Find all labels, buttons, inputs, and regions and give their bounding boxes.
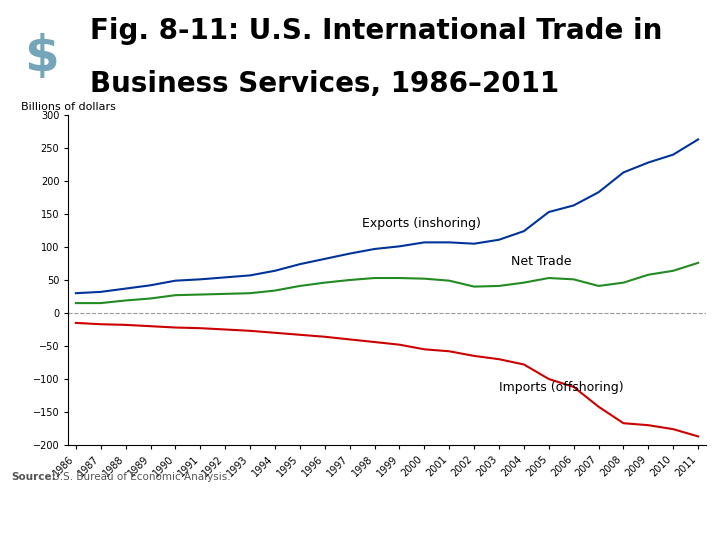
Text: Fig. 8-11: U.S. International Trade in: Fig. 8-11: U.S. International Trade in [90, 17, 662, 45]
Text: U.S. Bureau of Economic Analysis.: U.S. Bureau of Economic Analysis. [49, 472, 230, 483]
Text: Billions of dollars: Billions of dollars [21, 102, 115, 112]
Text: Net Trade: Net Trade [511, 255, 572, 268]
Text: Imports (offshoring): Imports (offshoring) [499, 381, 624, 394]
Text: $: $ [24, 33, 59, 82]
Text: Business Services, 1986–2011: Business Services, 1986–2011 [90, 70, 559, 98]
Text: Copyright ©2015 Pearson Education, Inc. All rights reserved.: Copyright ©2015 Pearson Education, Inc. … [11, 515, 330, 525]
Text: Exports (inshoring): Exports (inshoring) [362, 217, 481, 230]
Text: 8-44: 8-44 [685, 515, 709, 525]
Text: Source:: Source: [11, 472, 55, 483]
